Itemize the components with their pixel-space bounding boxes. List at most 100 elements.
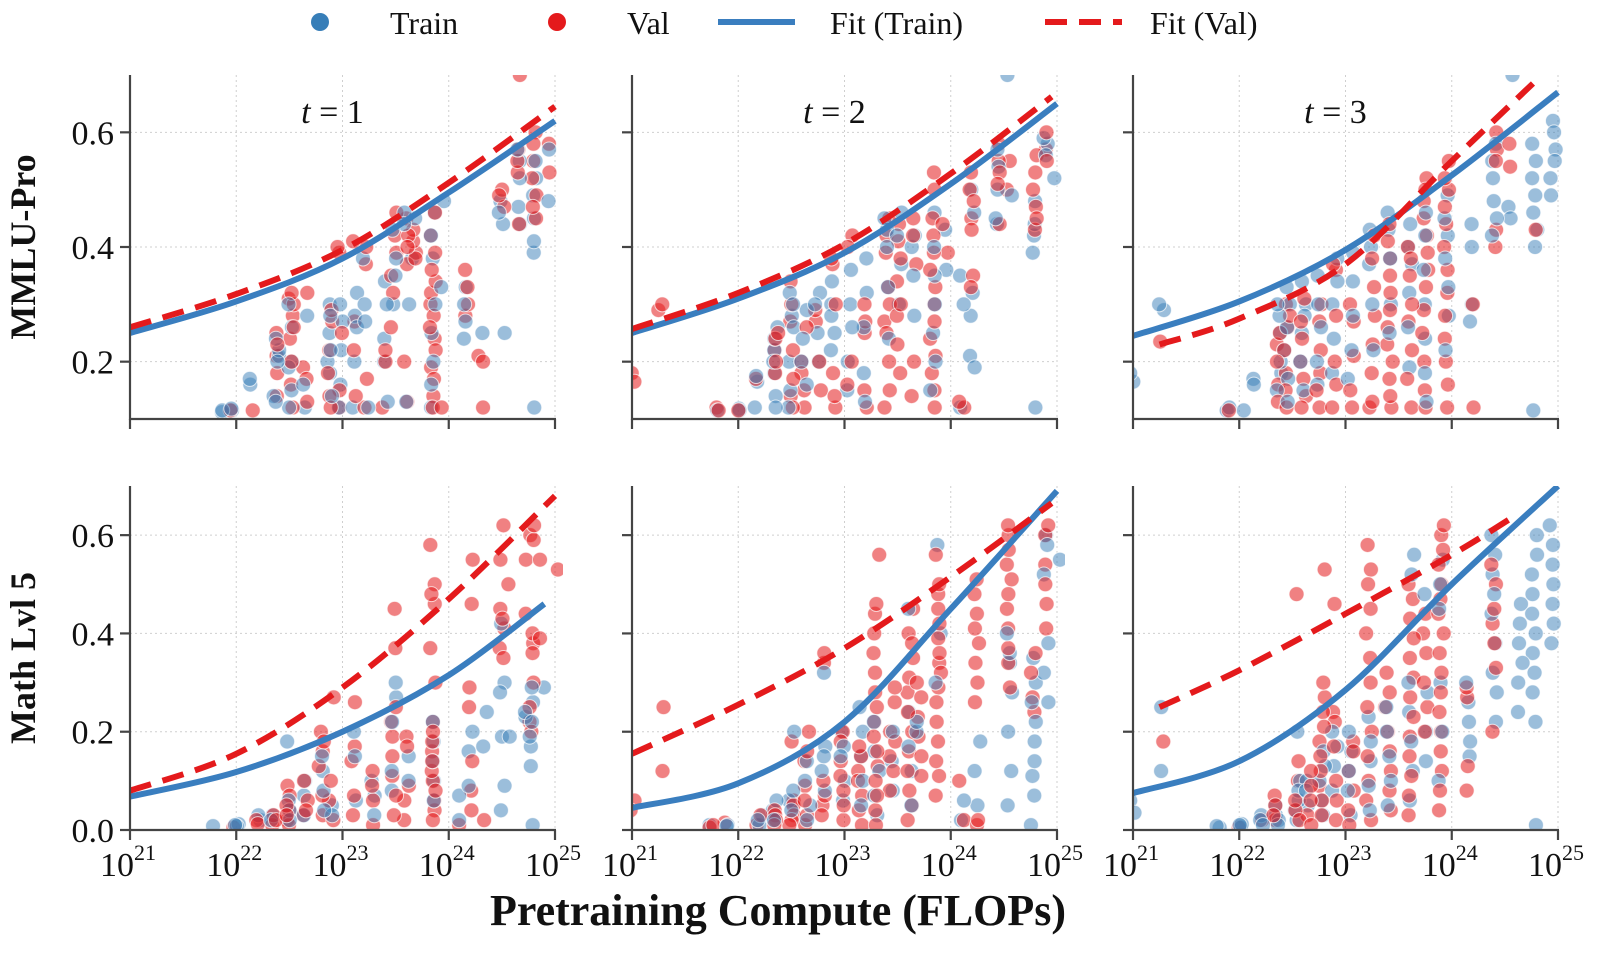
fit-train-line bbox=[632, 101, 1059, 336]
val-point bbox=[464, 551, 481, 568]
train-point bbox=[1027, 399, 1044, 416]
val-point bbox=[931, 645, 948, 662]
val-point bbox=[384, 748, 401, 765]
train-point bbox=[1400, 674, 1417, 691]
train-point bbox=[1208, 818, 1225, 830]
train-point bbox=[1362, 733, 1379, 750]
fit-val-line bbox=[1158, 512, 1518, 710]
y-axis-title-mmlu-pro: MMLU-Pro bbox=[3, 154, 43, 339]
train-point bbox=[455, 330, 472, 347]
train-point bbox=[832, 748, 849, 765]
train-point bbox=[878, 239, 895, 255]
val-point bbox=[1486, 600, 1503, 617]
x-tick-label: 1024 bbox=[419, 840, 475, 884]
val-point bbox=[1038, 124, 1055, 141]
train-point bbox=[1292, 353, 1309, 370]
val-point bbox=[796, 792, 813, 809]
train-point bbox=[523, 713, 540, 730]
train-point bbox=[1527, 239, 1544, 255]
train-point bbox=[527, 153, 544, 169]
x-tick-label: 1023 bbox=[1316, 840, 1372, 884]
val-point bbox=[541, 164, 558, 181]
train-point bbox=[905, 267, 922, 284]
train-point bbox=[1344, 307, 1361, 324]
val-point bbox=[1363, 365, 1380, 382]
val-point bbox=[1459, 758, 1476, 775]
x-tick-label: 1025 bbox=[1027, 840, 1083, 884]
val-point bbox=[730, 402, 747, 419]
val-point bbox=[1432, 743, 1449, 760]
train-point bbox=[526, 399, 543, 416]
y-tick-label: 0.2 bbox=[72, 715, 115, 752]
train-point bbox=[510, 198, 527, 215]
train-point bbox=[1039, 536, 1056, 553]
train-point bbox=[490, 204, 507, 221]
val-point bbox=[1287, 792, 1304, 809]
val-point bbox=[998, 556, 1015, 573]
legend-train-marker bbox=[311, 13, 329, 31]
val-point bbox=[299, 284, 316, 301]
val-point bbox=[1028, 210, 1045, 227]
legend: Train Val Fit (Train) Fit (Val) bbox=[311, 5, 1258, 41]
train-point bbox=[540, 193, 557, 210]
train-point bbox=[1417, 227, 1434, 244]
val-point bbox=[970, 812, 987, 829]
train-point bbox=[1524, 645, 1541, 662]
val-point bbox=[457, 261, 474, 278]
panel-title-variable: t bbox=[301, 94, 312, 131]
train-point bbox=[357, 313, 374, 330]
train-point bbox=[1051, 551, 1065, 568]
val-point bbox=[333, 325, 350, 341]
train-point bbox=[858, 250, 875, 267]
val-point bbox=[1378, 664, 1395, 681]
val-point bbox=[1486, 635, 1503, 652]
fit-val-line bbox=[632, 94, 1054, 332]
train-point bbox=[227, 817, 244, 830]
train-point bbox=[1310, 296, 1327, 313]
val-point bbox=[1401, 650, 1418, 666]
train-point bbox=[972, 733, 989, 750]
val-point bbox=[464, 753, 481, 770]
val-point bbox=[1379, 233, 1396, 250]
val-point bbox=[531, 630, 548, 647]
val-point bbox=[1303, 777, 1320, 794]
train-point bbox=[1231, 817, 1248, 830]
x-tick-exponent: 24 bbox=[1456, 840, 1478, 865]
legend-val-label: Val bbox=[627, 5, 670, 41]
train-point bbox=[1360, 777, 1377, 794]
val-point bbox=[881, 382, 898, 399]
train-point bbox=[384, 713, 401, 730]
train-point bbox=[478, 704, 495, 721]
train-point bbox=[1511, 615, 1528, 632]
val-point bbox=[843, 353, 860, 370]
val-point bbox=[827, 296, 844, 313]
x-tick-label: 1024 bbox=[921, 840, 977, 884]
train-point bbox=[1510, 704, 1527, 721]
train-point bbox=[718, 818, 735, 830]
val-point bbox=[365, 792, 382, 809]
train-point bbox=[906, 307, 923, 324]
train-point bbox=[999, 797, 1016, 814]
val-point bbox=[495, 517, 512, 534]
val-point bbox=[903, 388, 920, 405]
x-tick-base: 10 bbox=[313, 847, 347, 884]
train-point bbox=[1308, 353, 1325, 370]
train-point bbox=[766, 812, 783, 829]
val-point bbox=[1487, 153, 1504, 169]
val-point bbox=[835, 797, 852, 814]
val-point bbox=[1290, 753, 1307, 770]
val-point bbox=[886, 679, 903, 696]
val-point bbox=[1027, 645, 1044, 662]
val-point bbox=[998, 600, 1015, 617]
val-point bbox=[905, 227, 922, 244]
panel-mmlu-pro-t3: t = 3 bbox=[1123, 75, 1564, 429]
val-point bbox=[511, 216, 528, 233]
val-point bbox=[1484, 723, 1501, 740]
train-point bbox=[1313, 319, 1330, 336]
val-point bbox=[319, 365, 336, 382]
train-point bbox=[926, 296, 943, 313]
panel-title-variable: t bbox=[1304, 94, 1315, 131]
val-point bbox=[1315, 674, 1332, 691]
val-point bbox=[913, 689, 930, 706]
train-point bbox=[1279, 393, 1296, 410]
